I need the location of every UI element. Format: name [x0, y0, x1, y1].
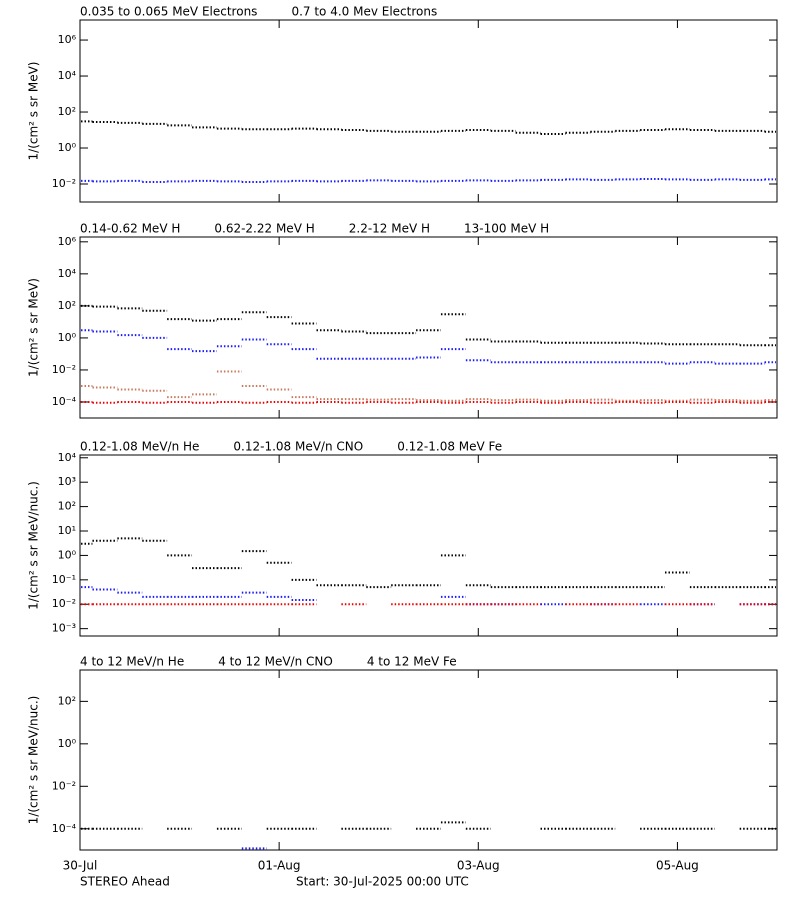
y-tick-label: 10⁴: [58, 69, 77, 82]
plot-frame: [79, 669, 778, 851]
y-tick-label: 10²: [58, 105, 76, 118]
y-tick-label: 10⁻²: [52, 363, 76, 376]
y-tick-label: 10⁰: [58, 737, 77, 750]
y-tick-label: 10²: [58, 694, 76, 707]
y-tick-label: 10³: [58, 475, 76, 488]
y-axis-label: 1/(cm² s sr MeV/nuc.): [27, 481, 41, 610]
y-tick-label: 10⁴: [58, 267, 77, 280]
y-tick-label: 10⁰: [58, 141, 77, 154]
y-tick-label: 10⁶: [58, 235, 77, 248]
y-tick-label: 10⁻³: [52, 622, 76, 635]
legend-entry: 0.12-1.08 MeV Fe: [397, 440, 502, 454]
plot-frame: [79, 236, 778, 419]
x-tick-label: 05-Aug: [656, 859, 699, 873]
legend-entry: 0.62-2.22 MeV H: [214, 222, 314, 236]
y-tick-label: 10²: [58, 299, 76, 312]
y-tick-label: 10⁴: [58, 451, 77, 464]
x-tick-label: 30-Jul: [63, 859, 98, 873]
legend-entry: 2.2-12 MeV H: [349, 222, 430, 236]
legend-entry: 4 to 12 MeV/n CNO: [218, 655, 333, 669]
x-tick-label: 03-Aug: [457, 859, 500, 873]
y-axis-label: 1/(cm² s sr MeV): [27, 62, 41, 161]
legend-entry: 0.14-0.62 MeV H: [80, 222, 180, 236]
legend-entry: 0.12-1.08 MeV/n CNO: [233, 440, 363, 454]
y-tick-label: 10¹: [58, 524, 76, 537]
footer-left: STEREO Ahead: [80, 875, 170, 889]
y-tick-label: 10⁰: [58, 331, 77, 344]
legend-entry: 4 to 12 MeV Fe: [367, 655, 457, 669]
legend-entry: 0.12-1.08 MeV/n He: [80, 440, 199, 454]
x-tick-label: 01-Aug: [258, 859, 301, 873]
plot-frame: [79, 454, 778, 637]
y-tick-label: 10⁻¹: [52, 573, 76, 586]
y-tick-label: 10⁻²: [52, 779, 76, 792]
legend-entry: 4 to 12 MeV/n He: [80, 655, 184, 669]
y-axis-label: 1/(cm² s sr MeV): [27, 278, 41, 377]
y-tick-label: 10⁻²: [52, 597, 76, 610]
legend-entry: 0.035 to 0.065 MeV Electrons: [80, 5, 257, 19]
y-tick-label: 10⁻⁴: [52, 395, 77, 408]
legend-entry: 13-100 MeV H: [464, 222, 549, 236]
y-tick-label: 10⁰: [58, 548, 77, 561]
plot-frame: [79, 19, 778, 203]
y-tick-label: 10⁻⁴: [52, 822, 77, 835]
y-tick-label: 10⁶: [58, 33, 77, 46]
footer-right: Start: 30-Jul-2025 00:00 UTC: [296, 875, 469, 889]
y-tick-label: 10²: [58, 500, 76, 513]
y-axis-label: 1/(cm² s sr MeV/nuc.): [27, 696, 41, 825]
legend-entry: 0.7 to 4.0 Mev Electrons: [291, 5, 437, 19]
y-tick-label: 10⁻²: [52, 177, 76, 190]
